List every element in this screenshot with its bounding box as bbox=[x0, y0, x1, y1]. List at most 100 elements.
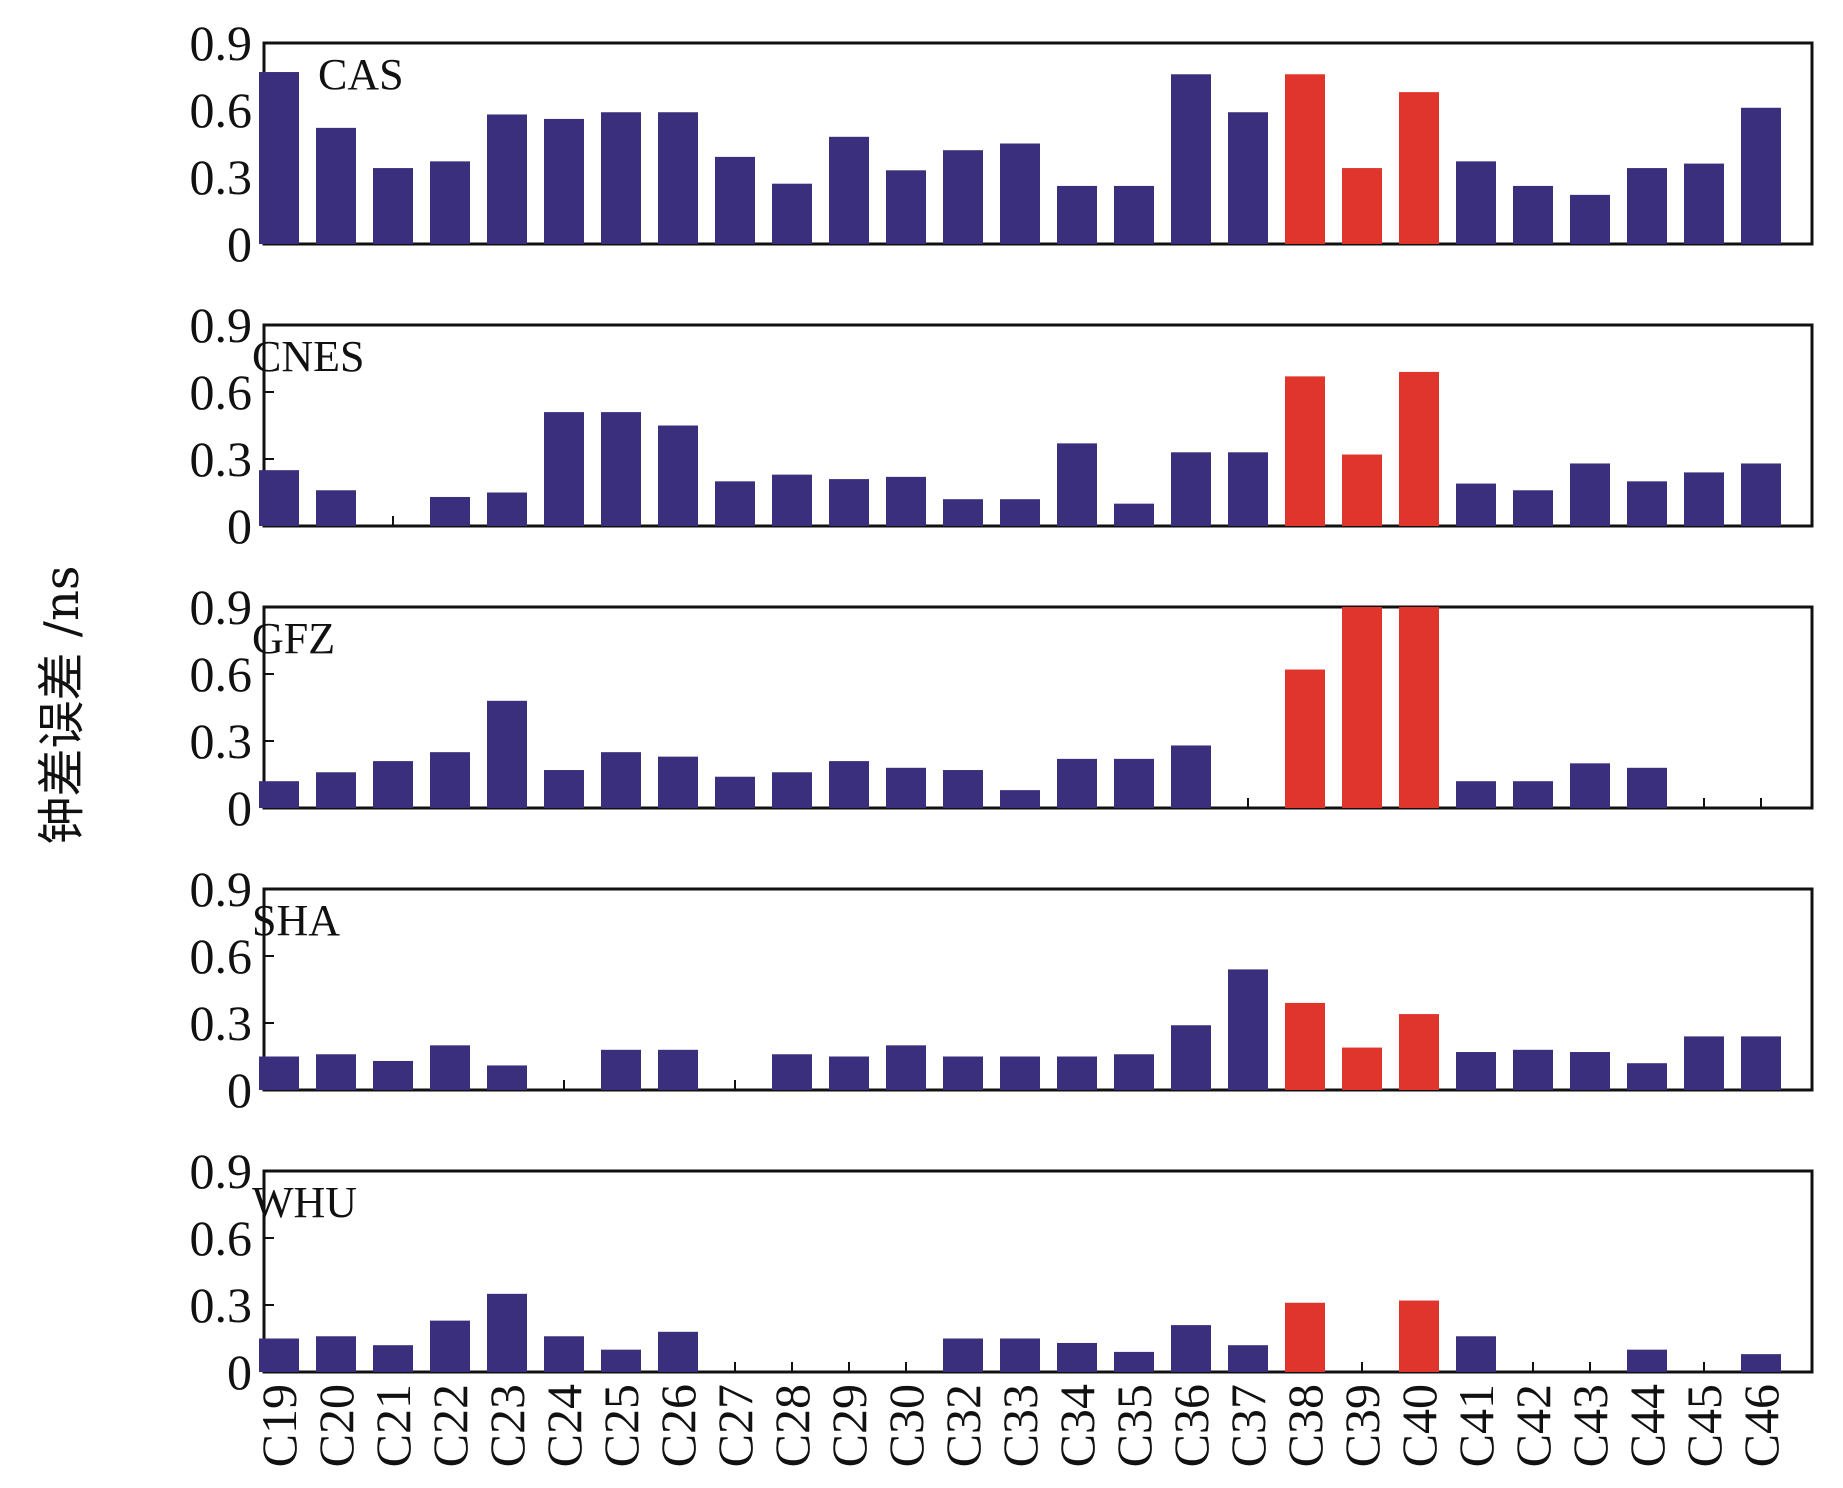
bar-sha-c35 bbox=[1114, 1054, 1154, 1090]
y-tick-label: 0.3 bbox=[190, 149, 253, 205]
bar-cas-c29 bbox=[829, 136, 869, 244]
bar-whu-c20 bbox=[316, 1336, 356, 1372]
y-tick-label: 0.6 bbox=[190, 364, 253, 420]
bar-cas-c23 bbox=[487, 114, 527, 244]
bar-cnes-c43 bbox=[1570, 463, 1610, 526]
bar-whu-c19 bbox=[259, 1338, 299, 1372]
bar-whu-c26 bbox=[658, 1331, 698, 1372]
bar-gfz-c22 bbox=[430, 752, 470, 808]
bar-gfz-c21 bbox=[373, 761, 413, 808]
y-tick-label: 0.9 bbox=[190, 861, 253, 917]
bar-cnes-c34 bbox=[1057, 443, 1097, 526]
bar-cnes-c38 bbox=[1285, 376, 1325, 526]
bar-whu-c21 bbox=[373, 1345, 413, 1372]
bar-cas-c25 bbox=[601, 112, 641, 244]
bar-sha-c43 bbox=[1570, 1052, 1610, 1090]
bar-sha-c34 bbox=[1057, 1056, 1097, 1090]
bar-sha-c46 bbox=[1741, 1036, 1781, 1090]
bar-whu-c33 bbox=[1000, 1338, 1040, 1372]
bar-sha-c25 bbox=[601, 1049, 641, 1090]
bar-cnes-c26 bbox=[658, 425, 698, 526]
bar-cas-c33 bbox=[1000, 143, 1040, 244]
bar-cas-c34 bbox=[1057, 185, 1097, 244]
bar-cas-c30 bbox=[886, 170, 926, 244]
bar-cas-c24 bbox=[544, 118, 584, 244]
bar-cas-c19 bbox=[259, 72, 299, 245]
bar-gfz-c40 bbox=[1399, 607, 1439, 808]
bar-cnes-c41 bbox=[1456, 483, 1496, 526]
bar-sha-c20 bbox=[316, 1054, 356, 1090]
bar-cnes-c39 bbox=[1342, 454, 1382, 526]
panel-label: CAS bbox=[318, 50, 404, 99]
y-tick-label: 0.3 bbox=[190, 995, 253, 1051]
bar-whu-c34 bbox=[1057, 1342, 1097, 1372]
bar-gfz-c28 bbox=[772, 772, 812, 808]
x-tick-label: C38 bbox=[1277, 1384, 1333, 1467]
bar-gfz-c30 bbox=[886, 767, 926, 808]
bar-cnes-c44 bbox=[1627, 481, 1667, 526]
x-tick-label: C35 bbox=[1106, 1384, 1162, 1467]
x-tick-label: C22 bbox=[422, 1384, 478, 1467]
bar-cnes-c42 bbox=[1513, 490, 1553, 526]
bar-cnes-c23 bbox=[487, 492, 527, 526]
bar-cas-c32 bbox=[943, 150, 983, 244]
bar-cnes-c40 bbox=[1399, 371, 1439, 526]
bar-gfz-c41 bbox=[1456, 781, 1496, 808]
bar-cnes-c36 bbox=[1171, 452, 1211, 526]
bar-cnes-c35 bbox=[1114, 503, 1154, 526]
bar-sha-c44 bbox=[1627, 1063, 1667, 1090]
bar-whu-c37 bbox=[1228, 1345, 1268, 1372]
bar-whu-c23 bbox=[487, 1293, 527, 1372]
y-axis-title: 钟差误差 /ns bbox=[34, 566, 90, 845]
bar-cas-c20 bbox=[316, 127, 356, 244]
bar-cas-c40 bbox=[1399, 92, 1439, 244]
x-tick-label: C29 bbox=[821, 1384, 877, 1467]
bar-sha-c36 bbox=[1171, 1025, 1211, 1090]
y-tick-label: 0.9 bbox=[190, 579, 253, 635]
bar-whu-c22 bbox=[430, 1320, 470, 1372]
bar-cnes-c45 bbox=[1684, 472, 1724, 526]
x-tick-label: C43 bbox=[1562, 1384, 1618, 1467]
x-tick-label: C33 bbox=[992, 1384, 1048, 1467]
y-tick-label: 0.9 bbox=[190, 1143, 253, 1199]
y-tick-label: 0.3 bbox=[190, 713, 253, 769]
bar-cas-c37 bbox=[1228, 112, 1268, 244]
bar-gfz-c26 bbox=[658, 756, 698, 808]
y-tick-label: 0.6 bbox=[190, 1210, 253, 1266]
y-tick-label: 0.3 bbox=[190, 1277, 253, 1333]
bar-cnes-c20 bbox=[316, 490, 356, 526]
bar-sha-c39 bbox=[1342, 1047, 1382, 1090]
bar-sha-c41 bbox=[1456, 1052, 1496, 1090]
x-tick-label: C45 bbox=[1676, 1384, 1732, 1467]
panel-label: WHU bbox=[252, 1178, 357, 1227]
bar-cnes-c30 bbox=[886, 476, 926, 526]
bar-sha-c19 bbox=[259, 1056, 299, 1090]
bar-gfz-c36 bbox=[1171, 745, 1211, 808]
bar-sha-c33 bbox=[1000, 1056, 1040, 1090]
bar-gfz-c19 bbox=[259, 781, 299, 808]
x-tick-label: C30 bbox=[878, 1384, 934, 1467]
panel-label: SHA bbox=[252, 896, 340, 945]
bar-cas-c21 bbox=[373, 168, 413, 244]
y-tick-label: 0 bbox=[227, 780, 252, 836]
bar-sha-c22 bbox=[430, 1045, 470, 1090]
y-tick-label: 0.9 bbox=[190, 15, 253, 71]
bar-cnes-c29 bbox=[829, 479, 869, 526]
bar-cas-c45 bbox=[1684, 163, 1724, 244]
bar-sha-c38 bbox=[1285, 1002, 1325, 1090]
bar-cnes-c32 bbox=[943, 499, 983, 526]
bar-cnes-c37 bbox=[1228, 452, 1268, 526]
x-tick-label: C34 bbox=[1049, 1384, 1105, 1467]
bar-cas-c27 bbox=[715, 156, 755, 244]
bar-sha-c21 bbox=[373, 1060, 413, 1090]
bar-whu-c24 bbox=[544, 1336, 584, 1372]
bar-gfz-c20 bbox=[316, 772, 356, 808]
y-tick-label: 0.6 bbox=[190, 82, 253, 138]
bar-gfz-c25 bbox=[601, 752, 641, 808]
bar-whu-c36 bbox=[1171, 1325, 1211, 1372]
bar-sha-c23 bbox=[487, 1065, 527, 1090]
